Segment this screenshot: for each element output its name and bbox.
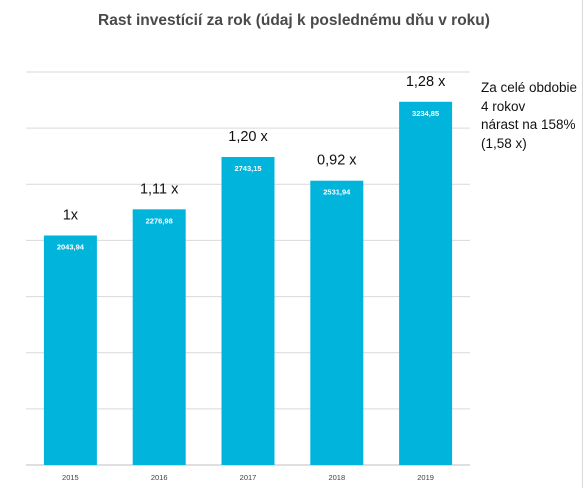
growth-label: 1,20 x [228, 129, 268, 145]
x-tick-label: 2015 [62, 473, 79, 482]
labels: 2043,94 1x 2015 2276,98 1,11 x 2016 2743,15 1,2… [57, 74, 446, 482]
bar-value-label: 2743,15 [234, 164, 261, 173]
frame-border [582, 0, 583, 488]
bar [132, 209, 186, 465]
bar-value-label: 2043,94 [57, 242, 85, 251]
annotation-line-1: Za celé obdobie [481, 80, 578, 95]
annotation-line-3: nárast na 158% [481, 117, 576, 132]
x-tick-label: 2018 [328, 473, 345, 482]
bars [43, 101, 453, 466]
bar [399, 101, 453, 466]
bar-value-label: 2531,94 [323, 188, 351, 197]
x-tick-label: 2017 [240, 473, 257, 482]
growth-label: 1,28 x [406, 74, 446, 90]
annotation-line-2: 4 rokov [481, 98, 526, 114]
growth-label: 1x [63, 207, 79, 223]
growth-label: 1,11 x [140, 181, 179, 197]
bar [310, 180, 364, 465]
annotation-line-4: (1,58 x) [481, 135, 527, 151]
bar [221, 156, 275, 465]
chart-title: Rast investícií za rok (údaj k posledném… [98, 12, 490, 29]
x-tick-label: 2016 [151, 473, 168, 482]
bar [43, 235, 97, 465]
bar-value-label: 3234,85 [412, 109, 439, 118]
growth-annotation: Za celé obdobie 4 rokov nárast na 158% (… [481, 79, 586, 153]
growth-label: 0,92 x [317, 153, 357, 169]
bar-value-label: 2276,98 [146, 216, 173, 225]
x-tick-label: 2019 [417, 473, 434, 482]
